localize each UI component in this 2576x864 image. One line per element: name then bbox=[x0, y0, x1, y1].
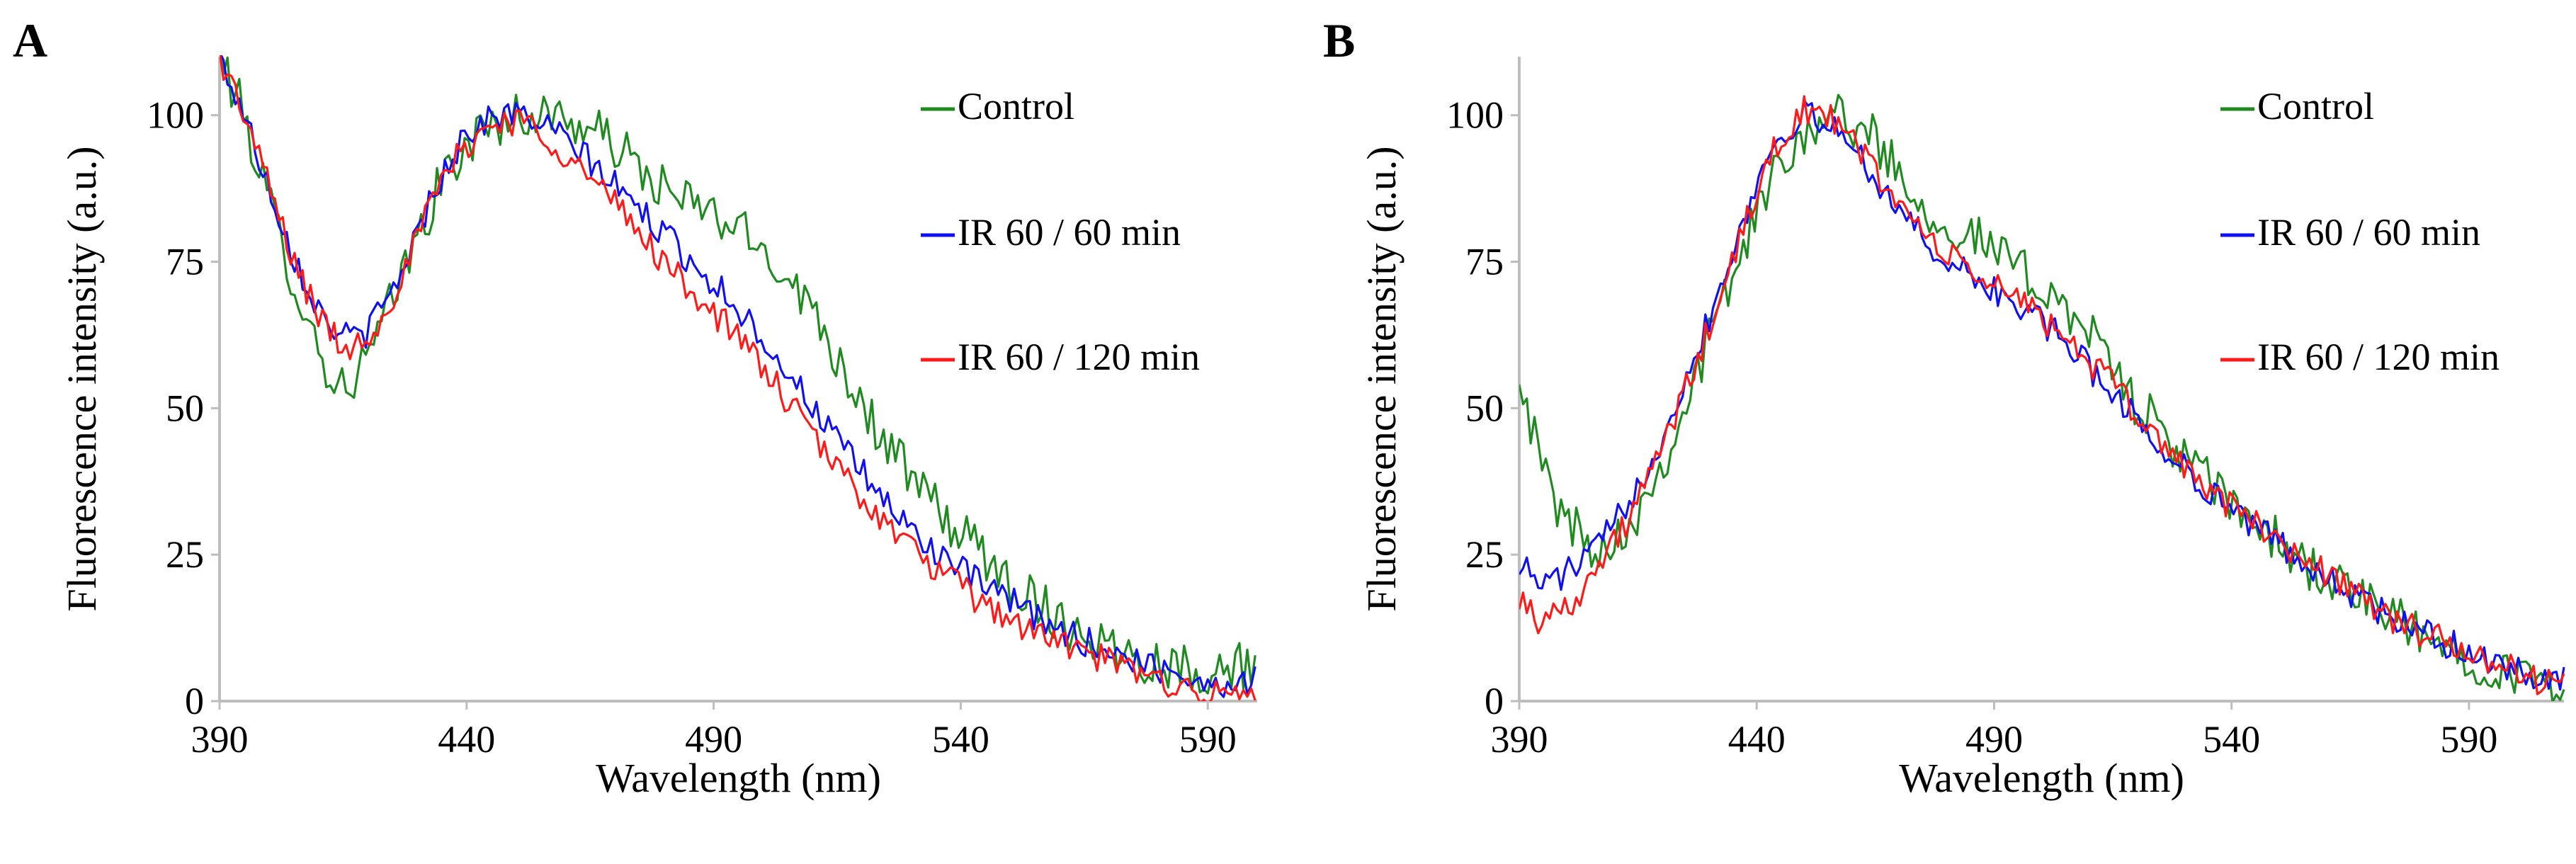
y-tick-label: 50 bbox=[166, 387, 204, 429]
y-tick-label: 0 bbox=[185, 680, 204, 722]
legend-label: IR 60 / 60 min bbox=[2257, 211, 2480, 254]
x-tick-label: 390 bbox=[191, 718, 249, 761]
series-line-1 bbox=[220, 55, 1256, 695]
series-line-3 bbox=[1519, 95, 2565, 695]
panel-letter: B bbox=[1323, 13, 1355, 67]
legend-label: Control bbox=[958, 85, 1074, 127]
y-tick-label: 75 bbox=[166, 241, 204, 283]
legend-label: Control bbox=[2257, 85, 2374, 127]
x-tick-label: 390 bbox=[1491, 718, 1548, 761]
y-tick-label: 0 bbox=[1485, 680, 1504, 722]
x-axis-title: Wavelength (nm) bbox=[596, 755, 881, 801]
x-tick-label: 490 bbox=[1965, 718, 2023, 761]
panel-letter: A bbox=[13, 13, 47, 67]
y-tick-label: 100 bbox=[1446, 94, 1504, 137]
x-tick-label: 540 bbox=[2203, 718, 2260, 761]
x-tick-label: 590 bbox=[2440, 718, 2497, 761]
y-axis-title: Fluorescence intensity (a.u.) bbox=[1358, 146, 1405, 611]
x-tick-label: 590 bbox=[1179, 718, 1237, 761]
x-tick-label: 540 bbox=[932, 718, 989, 761]
legend-label: IR 60 / 60 min bbox=[958, 211, 1181, 254]
chart-panel-B: B 0 25 50 75 100 390 440 490 540 590 Wavelength (nm… bbox=[1323, 13, 2565, 801]
legend-label: IR 60 / 120 min bbox=[2257, 336, 2500, 378]
legend-label: IR 60 / 120 min bbox=[958, 336, 1200, 378]
chart-panel-A: A 0 25 50 75 100 390 440 490 540 590 Wavelength (nm… bbox=[13, 13, 1257, 801]
x-tick-label: 490 bbox=[685, 718, 742, 761]
y-axis-title: Fluorescence intensity (a.u.) bbox=[59, 146, 105, 611]
y-tick-label: 100 bbox=[147, 94, 204, 137]
y-tick-label: 25 bbox=[166, 533, 204, 576]
x-tick-label: 440 bbox=[438, 718, 495, 761]
series-line-2 bbox=[220, 55, 1256, 698]
x-tick-label: 440 bbox=[1728, 718, 1786, 761]
y-tick-label: 25 bbox=[1465, 533, 1504, 576]
series-line-2 bbox=[1519, 99, 2565, 691]
series-line-1 bbox=[1519, 93, 2565, 701]
x-axis-title: Wavelength (nm) bbox=[1899, 755, 2184, 801]
y-tick-label: 75 bbox=[1465, 241, 1504, 283]
y-tick-label: 50 bbox=[1465, 387, 1504, 429]
series-line-3 bbox=[220, 55, 1256, 701]
